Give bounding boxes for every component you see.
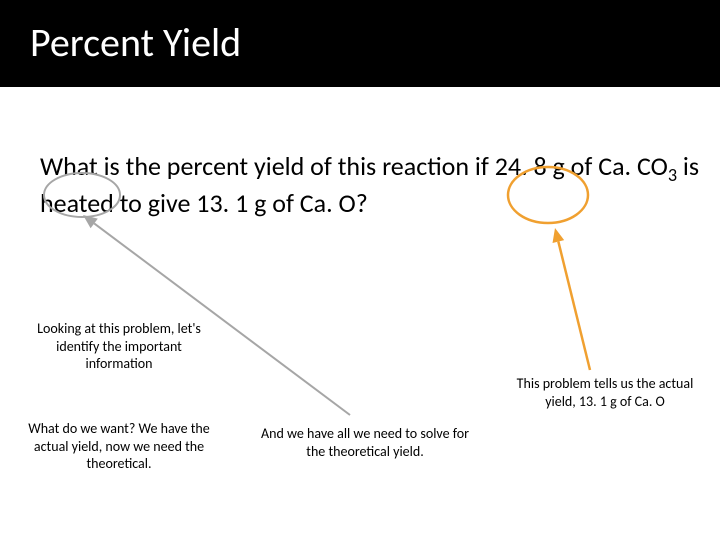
note-what-do-we-want: What do we want? We have the actual yiel… <box>24 420 214 473</box>
question-text: What is the percent yield of this reacti… <box>40 150 700 219</box>
arrow-annotation-2 <box>553 228 590 370</box>
note-actual-yield: This problem tells us the actual yield, … <box>510 375 700 410</box>
arrow-annotation-1 <box>83 215 350 415</box>
question-part-1: What is the percent yield of this reacti… <box>40 150 668 182</box>
question-sub-1: 3 <box>668 164 677 186</box>
title-bar: Percent Yield <box>0 0 720 87</box>
note-theoretical-yield: And we have all we need to solve for the… <box>260 425 470 460</box>
slide-title: Percent Yield <box>30 18 690 67</box>
note-identify-info: Looking at this problem, let's identify … <box>24 320 214 373</box>
